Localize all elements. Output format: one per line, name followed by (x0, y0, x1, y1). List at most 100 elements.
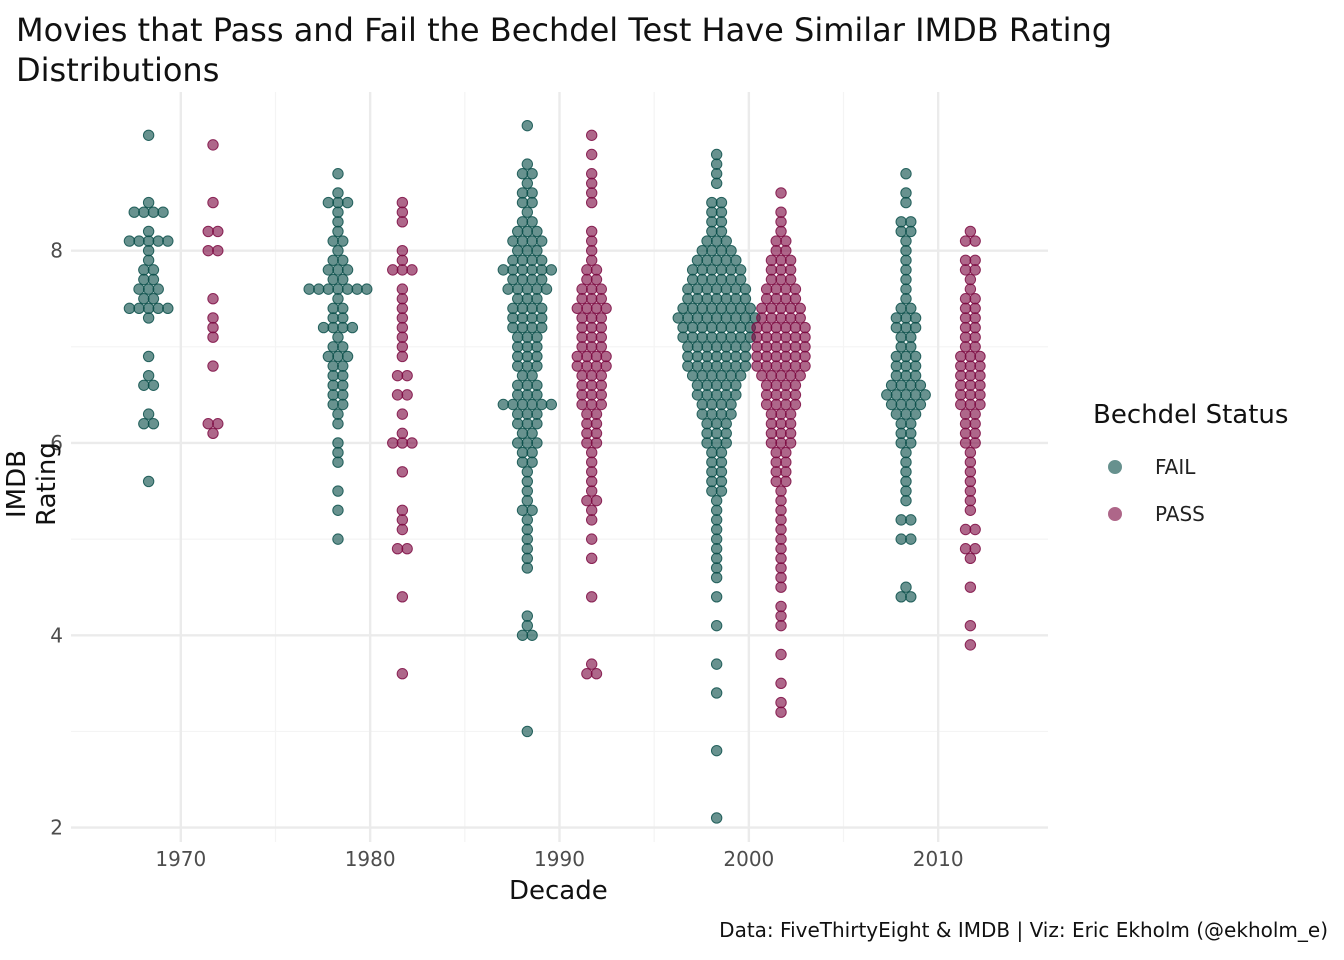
data-point-pass (969, 293, 981, 305)
data-point-pass (794, 312, 806, 324)
data-point-pass (576, 369, 588, 382)
data-point-pass (959, 235, 972, 247)
data-point-pass (581, 427, 593, 440)
data-point-fail (734, 273, 747, 286)
data-point-pass (770, 466, 782, 478)
data-point-fail (706, 331, 718, 343)
data-point-fail (715, 264, 728, 276)
data-point-pass (780, 331, 792, 343)
data-point-pass (765, 312, 778, 324)
data-point-pass (794, 302, 806, 315)
data-point-fail (710, 418, 723, 430)
data-point-pass (780, 379, 792, 391)
data-point-fail (710, 523, 723, 536)
data-point-pass (396, 302, 409, 315)
data-point-fail (710, 437, 723, 449)
data-point-fail (730, 379, 742, 391)
data-point-pass (585, 591, 598, 603)
data-point-pass (955, 350, 967, 363)
data-point-pass (789, 293, 802, 305)
data-point-fail (720, 418, 732, 430)
data-point-fail (691, 389, 704, 401)
data-point-pass (775, 264, 787, 276)
data-point-pass (775, 677, 787, 690)
data-point-pass (600, 360, 612, 372)
data-point-fail (905, 331, 917, 343)
data-point-pass (784, 437, 797, 449)
data-point-pass (396, 331, 409, 343)
data-point-pass (396, 341, 409, 353)
data-point-fail (521, 562, 534, 574)
data-point-fail (516, 446, 529, 459)
data-point-pass (780, 398, 792, 411)
data-point-fail (900, 466, 912, 478)
data-point-pass (760, 398, 773, 411)
data-point-pass (590, 302, 603, 315)
data-point-pass (396, 523, 409, 536)
data-point-fail (682, 350, 694, 363)
data-point-fail (682, 360, 694, 372)
data-point-fail (332, 437, 344, 449)
data-point-pass (585, 331, 598, 343)
data-point-fail (682, 341, 694, 353)
data-point-pass (571, 350, 583, 363)
data-point-pass (751, 321, 763, 334)
data-point-fail (526, 302, 538, 315)
data-point-pass (585, 658, 598, 670)
data-point-fail (730, 341, 742, 353)
data-point-fail (521, 331, 534, 343)
data-point-pass (959, 437, 972, 449)
data-point-fail (337, 273, 349, 286)
data-point-fail (890, 360, 903, 372)
data-point-fail (521, 619, 534, 632)
data-point-fail (909, 360, 922, 372)
data-point-fail (521, 523, 534, 536)
data-point-fail (332, 187, 344, 199)
data-point-fail (327, 312, 339, 324)
data-point-fail (720, 379, 732, 391)
data-point-fail (691, 379, 704, 391)
data-point-fail (322, 283, 335, 295)
data-point-fail (526, 196, 538, 209)
data-point-pass (770, 341, 782, 353)
data-point-fail (900, 187, 912, 199)
data-point-fail (332, 533, 344, 545)
data-point-fail (351, 283, 363, 295)
data-point-pass (585, 369, 598, 382)
data-point-fail (531, 379, 543, 391)
data-point-fail (507, 264, 519, 276)
data-point-fail (526, 312, 538, 324)
data-point-pass (212, 225, 224, 238)
data-point-pass (789, 331, 802, 343)
data-point-fail (725, 331, 737, 343)
data-point-fail (526, 321, 538, 334)
data-point-fail (138, 418, 150, 430)
data-point-pass (207, 312, 219, 324)
data-point-fail (696, 321, 708, 334)
data-point-pass (784, 312, 797, 324)
data-point-pass (969, 302, 981, 315)
data-point-fail (691, 350, 704, 363)
data-point-fail (341, 196, 354, 209)
data-point-pass (595, 321, 607, 334)
x-axis-label: Decade (509, 876, 608, 906)
data-point-fail (142, 369, 155, 382)
data-point-pass (207, 360, 219, 372)
data-point-fail (545, 398, 558, 411)
data-point-fail (900, 475, 912, 488)
data-point-pass (775, 485, 787, 497)
data-point-pass (964, 360, 977, 372)
data-point-pass (964, 552, 977, 565)
data-point-pass (396, 244, 409, 257)
data-point-pass (964, 456, 977, 468)
data-point-fail (521, 475, 534, 488)
data-point-pass (959, 341, 972, 353)
data-point-fail (521, 341, 534, 353)
data-point-fail (909, 321, 922, 334)
data-point-pass (799, 321, 811, 334)
data-point-fail (526, 254, 538, 266)
data-point-fail (706, 206, 718, 218)
data-point-pass (396, 206, 409, 218)
data-point-fail (730, 312, 742, 324)
data-point-pass (775, 543, 787, 555)
